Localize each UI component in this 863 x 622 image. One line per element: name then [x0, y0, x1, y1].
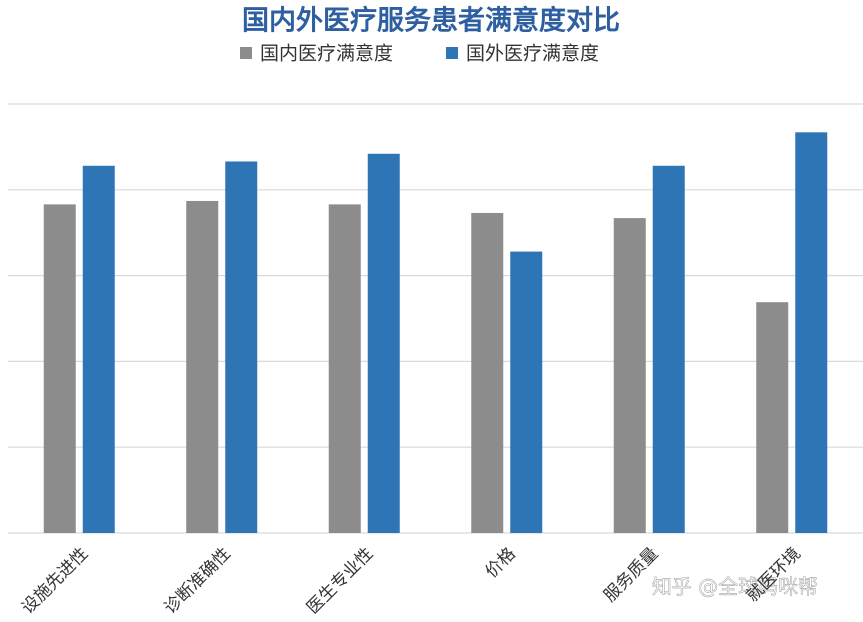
bar	[225, 161, 258, 533]
legend-label: 国内医疗满意度	[260, 43, 393, 65]
bar	[367, 153, 400, 533]
x-tick-label: 诊断准确性	[161, 544, 235, 618]
bar	[82, 165, 115, 533]
x-tick-label: 价格	[482, 544, 520, 582]
bar	[756, 302, 789, 533]
bar	[471, 212, 504, 533]
legend-swatch	[240, 47, 252, 59]
watermark: 知乎 @全球妈咪帮	[652, 575, 818, 599]
chart-title: 国内外医疗服务患者满意度对比	[242, 5, 620, 37]
x-tick-label: 设施先进性	[18, 544, 92, 618]
legend-swatch	[446, 47, 458, 59]
bar	[652, 165, 685, 533]
bar	[328, 204, 361, 534]
bar	[613, 218, 646, 533]
bar	[510, 251, 543, 534]
bar	[186, 200, 219, 534]
legend-label: 国外医疗满意度	[466, 43, 599, 65]
bar	[795, 132, 828, 533]
x-tick-label: 医生专业性	[303, 544, 377, 618]
bar	[43, 204, 76, 534]
